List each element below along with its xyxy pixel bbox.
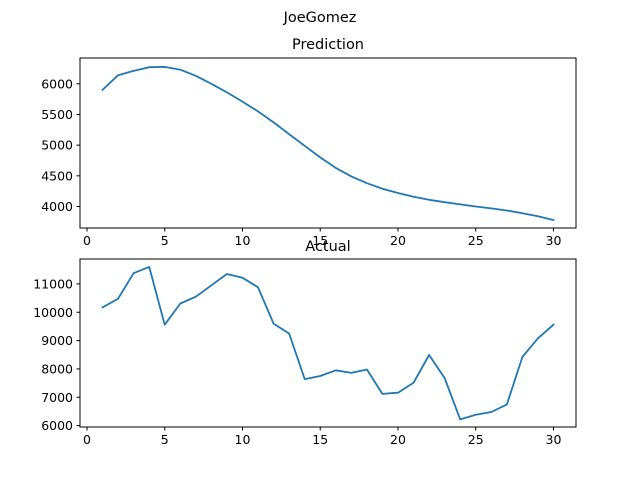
actual-subplot: Actual 0 5 10 15 20 25 30 6000 7000 8000 9000 10000… [33, 239, 577, 447]
actual-x-tick-label: 10 [235, 432, 251, 447]
actual-y-tick-label: 9000 [41, 333, 73, 348]
prediction-series-line-0 [101, 66, 555, 222]
actual-x-tick-label: 30 [546, 432, 562, 447]
prediction-x-tick-label: 5 [161, 233, 169, 248]
prediction-subplot: Prediction 0 5 10 15 20 25 30 4000 4500 5000 5500 6… [41, 37, 577, 248]
actual-x-tick-label: 0 [83, 432, 91, 447]
prediction-x-tick-label: 25 [468, 233, 484, 248]
prediction-x-tick-label: 15 [312, 233, 328, 248]
prediction-x-tick-label: 10 [235, 233, 251, 248]
prediction-y-tick-label: 5000 [41, 138, 73, 153]
actual-x-tick-label: 20 [390, 432, 406, 447]
actual-x-tick-label: 5 [161, 432, 169, 447]
actual-title: Actual [305, 239, 350, 255]
prediction-y-tick-label: 4500 [41, 168, 73, 183]
actual-y-tick-label: 10000 [33, 305, 73, 320]
prediction-x-tick-label: 20 [390, 233, 406, 248]
prediction-x-tick-label: 0 [83, 233, 91, 248]
actual-x-tick-label: 25 [468, 432, 484, 447]
actual-axes-frame [79, 258, 577, 428]
actual-y-tick-label: 7000 [41, 390, 73, 405]
actual-series-line-0 [101, 265, 555, 421]
actual-y-tick-label: 8000 [41, 361, 73, 376]
prediction-y-tick-label: 4000 [41, 199, 73, 214]
prediction-y-tick-label: 6000 [41, 76, 73, 91]
prediction-x-tick-label: 30 [546, 233, 562, 248]
actual-x-tick-label: 15 [312, 432, 328, 447]
figure-suptitle: JoeGomez [283, 10, 357, 26]
actual-y-tick-label: 11000 [33, 276, 73, 291]
actual-y-tick-label: 6000 [41, 418, 73, 433]
prediction-title: Prediction [292, 37, 364, 53]
prediction-axes-frame [79, 57, 577, 229]
prediction-y-tick-label: 5500 [41, 107, 73, 122]
